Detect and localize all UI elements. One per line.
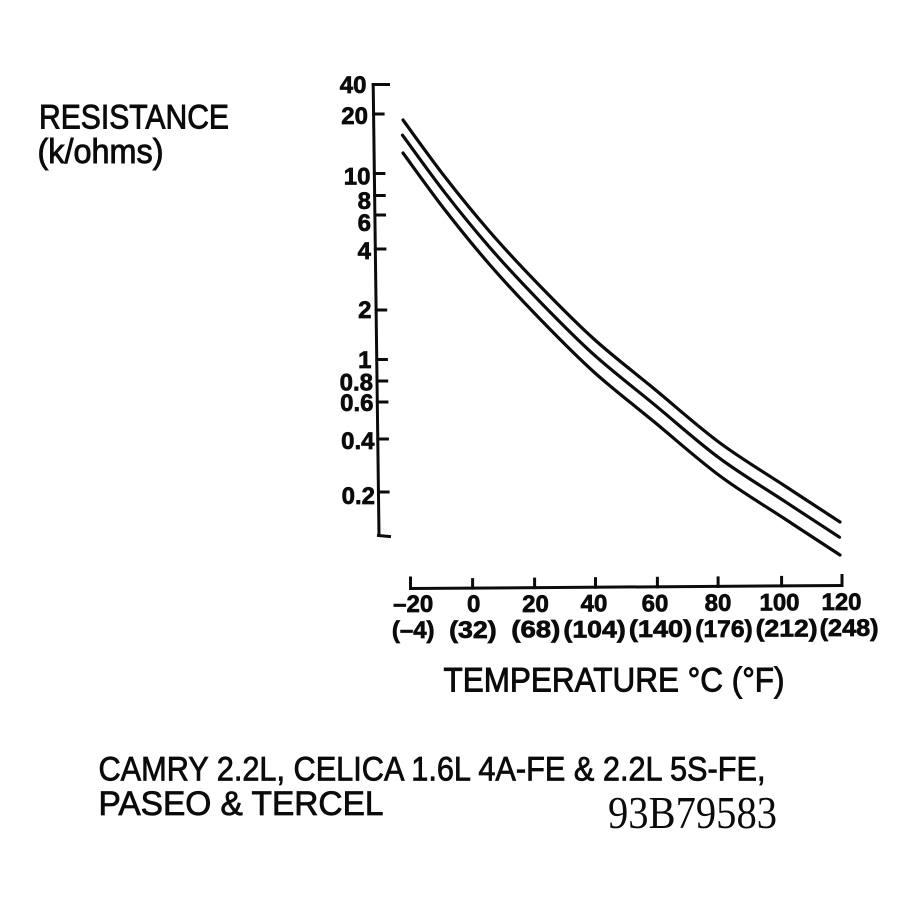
svg-text:93B79583: 93B79583 [608, 788, 777, 838]
svg-text:1: 1 [358, 347, 371, 374]
svg-text:(k/ohms): (k/ohms) [38, 133, 164, 171]
svg-text:100: 100 [759, 589, 799, 616]
svg-text:(140): (140) [629, 616, 692, 643]
svg-text:–20: –20 [393, 591, 433, 618]
svg-text:0.2: 0.2 [342, 483, 375, 510]
svg-text:20: 20 [522, 591, 549, 618]
svg-text:10: 10 [344, 164, 371, 191]
svg-text:6: 6 [358, 210, 371, 237]
svg-text:(248): (248) [820, 615, 879, 642]
svg-text:RESISTANCE: RESISTANCE [39, 98, 229, 136]
svg-text:40: 40 [340, 72, 367, 99]
svg-text:CAMRY 2.2L, CELICA 1.6L 4A-FE: CAMRY 2.2L, CELICA 1.6L 4A-FE & 2.2L 5S-… [99, 750, 766, 788]
svg-text:(–4): (–4) [392, 617, 435, 644]
svg-text:0: 0 [467, 591, 480, 618]
svg-text:PASEO & TERCEL: PASEO & TERCEL [99, 785, 384, 823]
svg-text:120: 120 [821, 589, 861, 616]
svg-text:(176): (176) [695, 616, 752, 643]
svg-text:2: 2 [358, 297, 371, 324]
svg-text:40: 40 [581, 591, 608, 618]
svg-text:20: 20 [341, 103, 368, 130]
svg-text:80: 80 [705, 590, 732, 617]
svg-text:0.6: 0.6 [340, 390, 373, 417]
svg-text:(32): (32) [449, 617, 497, 644]
svg-text:8: 8 [358, 188, 371, 215]
svg-text:(104): (104) [563, 616, 625, 643]
svg-text:(68): (68) [511, 617, 560, 644]
svg-text:(212): (212) [756, 615, 818, 642]
svg-text:0.4: 0.4 [341, 428, 375, 455]
svg-text:TEMPERATURE °C (°F): TEMPERATURE °C (°F) [444, 662, 785, 700]
svg-text:4: 4 [358, 238, 372, 265]
svg-text:60: 60 [642, 590, 669, 617]
svg-text:0.8: 0.8 [340, 370, 373, 397]
